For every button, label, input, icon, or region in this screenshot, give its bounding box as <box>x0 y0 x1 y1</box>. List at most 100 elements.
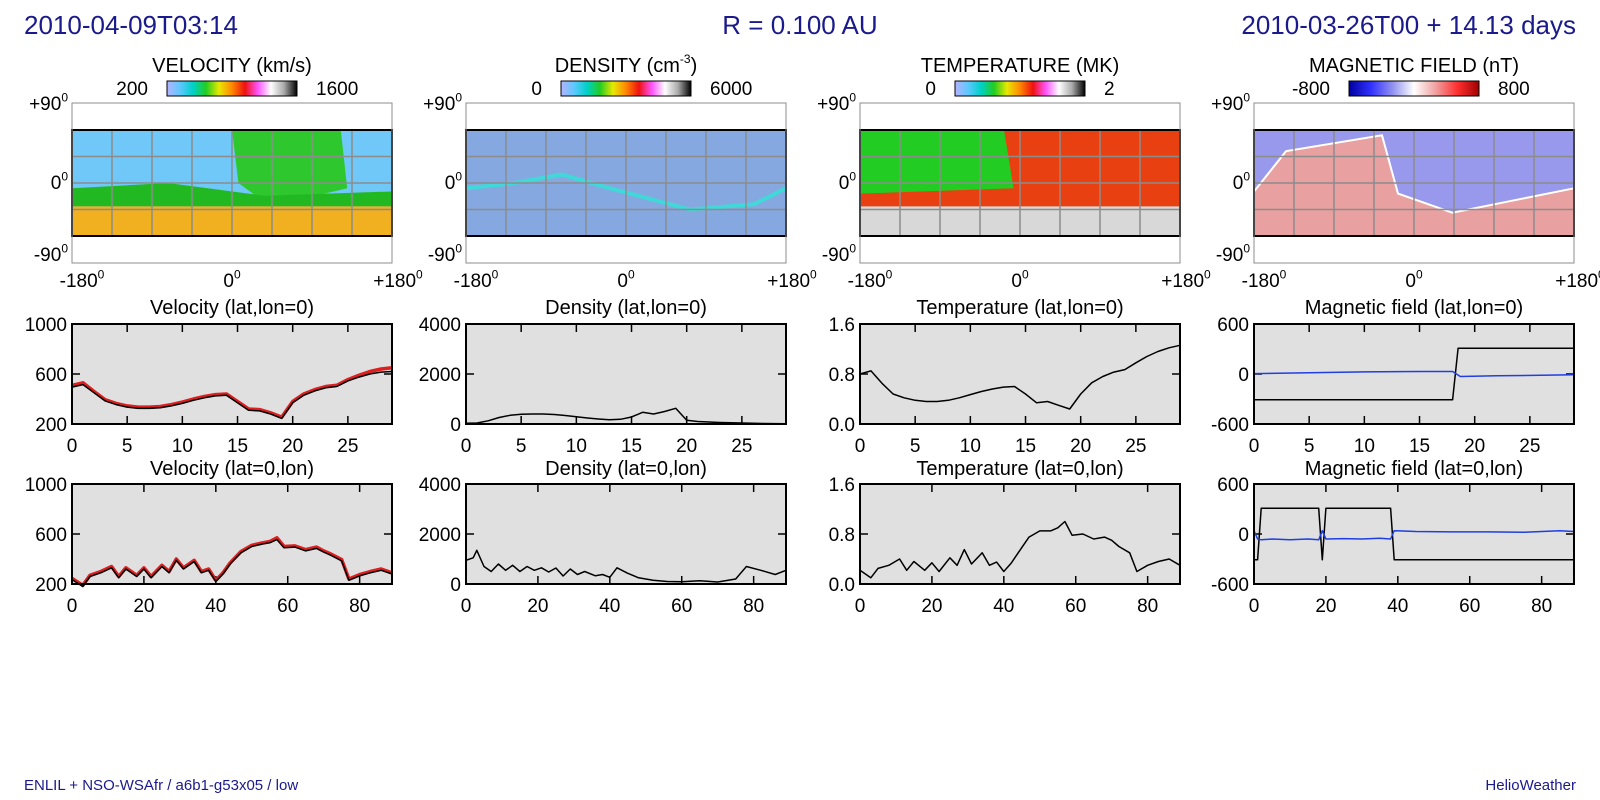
x-tick-label: 5 <box>910 436 921 457</box>
plot-frame <box>1253 323 1575 425</box>
y-tick-label: 0.0 <box>829 575 855 596</box>
map-axis-box <box>1253 102 1575 264</box>
plot-title: Magnetic field (lat,lon=0) <box>1305 297 1523 319</box>
x-tick-label: 20 <box>527 596 548 617</box>
series-line-black <box>465 407 787 425</box>
y-tick-label: 2000 <box>419 525 461 546</box>
colorbar-max-label: 800 <box>1498 79 1530 100</box>
plot-title: Temperature (lat=0,lon) <box>916 458 1123 480</box>
lat-label: +900 <box>817 90 856 115</box>
x-tick-label: 40 <box>993 596 1014 617</box>
x-tick-label: 0 <box>855 596 866 617</box>
colorbar-max-label: 2 <box>1104 79 1115 100</box>
lat-label: -900 <box>822 241 856 266</box>
x-tick-label: 20 <box>1464 436 1485 457</box>
x-tick-label: 5 <box>1304 436 1315 457</box>
series-line-blue <box>1253 370 1575 378</box>
lat-label: 00 <box>445 169 463 194</box>
series-line-black <box>71 538 393 588</box>
x-tick-label: 10 <box>1354 436 1375 457</box>
map-region-center-north <box>232 130 348 207</box>
lat-label: 00 <box>839 169 857 194</box>
map-axis-box <box>465 102 787 264</box>
plot-frame <box>71 323 393 425</box>
y-tick-label: 1.6 <box>829 475 855 496</box>
colorbar-min-label: -800 <box>1292 79 1330 100</box>
x-tick-label: 60 <box>1459 596 1480 617</box>
colorbar-max-label: 6000 <box>710 79 752 100</box>
x-tick-label: 15 <box>1409 436 1430 457</box>
x-tick-label: 60 <box>277 596 298 617</box>
y-tick-label: 4000 <box>419 315 461 336</box>
lat-label: -900 <box>428 241 462 266</box>
y-tick-label: 600 <box>35 525 67 546</box>
y-tick-label: 4000 <box>419 475 461 496</box>
lat-label: -900 <box>34 241 68 266</box>
plot-title: Density (lat,lon=0) <box>545 297 707 319</box>
plot-title: Magnetic field (lat=0,lon) <box>1305 458 1523 480</box>
y-tick-label: -600 <box>1211 415 1249 436</box>
x-tick-label: 20 <box>921 596 942 617</box>
y-tick-label: 0 <box>450 415 461 436</box>
map-title: DENSITY (cm-3) <box>555 52 698 77</box>
y-tick-label: 200 <box>35 415 67 436</box>
lon-label: +1800 <box>373 267 423 292</box>
x-tick-label: 0 <box>1249 596 1260 617</box>
y-tick-label: 200 <box>35 575 67 596</box>
x-tick-label: 20 <box>1315 596 1336 617</box>
y-tick-label: 0 <box>450 575 461 596</box>
x-tick-label: 20 <box>282 436 303 457</box>
series-line-red <box>71 366 393 419</box>
map-axis-box <box>859 102 1181 264</box>
lon-label: -1800 <box>454 267 499 292</box>
x-tick-label: 10 <box>172 436 193 457</box>
x-tick-label: 10 <box>566 436 587 457</box>
x-tick-label: 80 <box>743 596 764 617</box>
x-tick-label: 15 <box>1015 436 1036 457</box>
plot-frame <box>859 323 1181 425</box>
y-tick-label: 0 <box>1238 525 1249 546</box>
map-title: VELOCITY (km/s) <box>152 55 312 77</box>
x-tick-label: 0 <box>67 596 78 617</box>
plot-title: Velocity (lat=0,lon) <box>150 458 314 480</box>
header-radius: R = 0.100 AU <box>722 10 878 40</box>
lon-label: +1800 <box>767 267 817 292</box>
header-left-time: 2010-04-09T03:14 <box>24 10 238 40</box>
x-tick-label: 80 <box>1137 596 1158 617</box>
x-tick-label: 0 <box>461 436 472 457</box>
x-tick-label: 5 <box>516 436 527 457</box>
colorbar-min-label: 0 <box>925 79 936 100</box>
x-tick-label: 25 <box>1125 436 1146 457</box>
map-title: TEMPERATURE (MK) <box>921 55 1120 77</box>
x-tick-label: 20 <box>676 436 697 457</box>
lon-label: 00 <box>617 267 635 292</box>
footer-right: HelioWeather <box>1485 777 1576 794</box>
lat-label: +900 <box>29 90 68 115</box>
map-title: MAGNETIC FIELD (nT) <box>1309 55 1519 77</box>
x-tick-label: 20 <box>1070 436 1091 457</box>
y-tick-label: 2000 <box>419 365 461 386</box>
x-tick-label: 15 <box>227 436 248 457</box>
lon-label: 00 <box>223 267 241 292</box>
x-tick-label: 5 <box>122 436 133 457</box>
colorbar <box>1348 80 1480 97</box>
colorbar-min-label: 0 <box>531 79 542 100</box>
lat-label: -900 <box>1216 241 1250 266</box>
series-line-black <box>859 344 1181 410</box>
x-tick-label: 40 <box>1387 596 1408 617</box>
x-tick-label: 80 <box>349 596 370 617</box>
x-tick-label: 40 <box>599 596 620 617</box>
plot-area <box>860 324 1180 424</box>
footer-left: ENLIL + NSO-WSAfr / a6b1-g53x05 / low <box>24 777 299 794</box>
x-tick-label: 60 <box>671 596 692 617</box>
plot-area <box>466 324 786 424</box>
plot-frame <box>859 483 1181 585</box>
plot-frame <box>465 323 787 425</box>
y-tick-label: -600 <box>1211 575 1249 596</box>
lon-label: +1800 <box>1555 267 1600 292</box>
lon-label: 00 <box>1011 267 1029 292</box>
series-line-black <box>859 520 1181 579</box>
lat-label: +900 <box>423 90 462 115</box>
x-tick-label: 0 <box>855 436 866 457</box>
y-tick-label: 1.6 <box>829 315 855 336</box>
